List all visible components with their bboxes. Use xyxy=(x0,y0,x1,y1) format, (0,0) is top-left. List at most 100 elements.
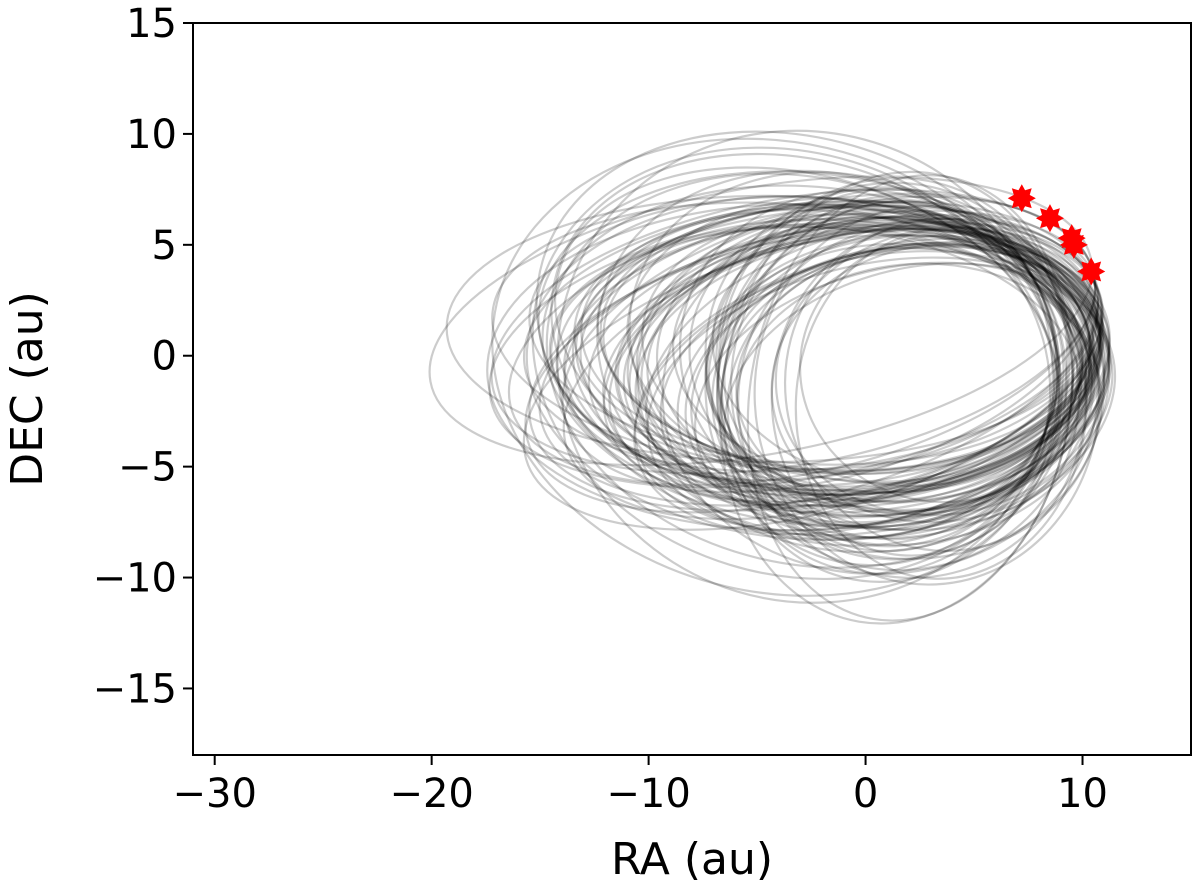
orbit-track xyxy=(723,262,1117,540)
orbit-track xyxy=(678,188,1065,531)
orbit-track xyxy=(774,226,1111,517)
orbit-track xyxy=(545,172,1061,569)
orbit-track xyxy=(599,205,1091,475)
orbit-track xyxy=(704,186,1075,531)
orbit-track xyxy=(616,225,1101,497)
y-tick-label: −10 xyxy=(93,556,177,602)
orbit-track xyxy=(550,152,1056,540)
orbit-track xyxy=(720,242,1107,514)
orbit-track xyxy=(626,197,1084,494)
orbit-track xyxy=(641,213,1082,494)
orbit-track xyxy=(690,237,1111,519)
orbit-track xyxy=(659,250,1110,527)
orbit-track xyxy=(626,220,1101,492)
orbit-track xyxy=(723,246,1094,516)
orbit-track xyxy=(528,227,1104,512)
orbit-track xyxy=(717,198,1075,561)
orbit-track xyxy=(628,227,1103,500)
orbit-track xyxy=(746,174,1074,622)
orbit-track xyxy=(636,203,1096,554)
orbit-track xyxy=(735,262,1101,532)
y-tick-label: −5 xyxy=(118,445,177,491)
y-tick-label: 5 xyxy=(152,223,177,269)
orbit-track xyxy=(753,204,1101,586)
observation-marker xyxy=(1007,184,1036,213)
orbit-track xyxy=(562,220,1104,521)
orbit-tracks xyxy=(428,129,1117,625)
orbit-track xyxy=(587,224,1102,497)
x-axis: −30 −20 −10 0 10 xyxy=(172,755,1108,817)
orbit-track xyxy=(602,233,1104,508)
orbit-track xyxy=(635,212,1091,528)
x-tick-label: −20 xyxy=(389,771,473,817)
orbit-track xyxy=(694,261,1114,539)
orbit-track xyxy=(707,234,1101,504)
orbit-track xyxy=(711,216,1084,488)
orbit-track xyxy=(525,194,1088,541)
x-axis-title: RA (au) xyxy=(611,834,773,885)
orbit-track xyxy=(608,227,1105,507)
orbit-track xyxy=(735,242,1106,513)
x-tick-label: 0 xyxy=(853,771,878,817)
y-tick-label: 15 xyxy=(126,1,177,47)
orbit-track xyxy=(737,224,1087,580)
plot-frame xyxy=(192,22,1192,756)
orbit-track xyxy=(798,234,1088,504)
orbit-track xyxy=(705,242,1094,512)
orbit-track xyxy=(580,203,1092,473)
orbit-track xyxy=(794,228,1088,580)
orbit-track xyxy=(571,225,1083,517)
orbit-track xyxy=(770,223,1068,557)
orbit-track xyxy=(661,211,1099,576)
orbit-track xyxy=(720,200,1061,583)
orbit-track xyxy=(684,245,1111,524)
orbit-track xyxy=(548,223,1091,493)
observation-points xyxy=(1007,184,1106,286)
orbit-track xyxy=(537,170,1085,508)
orbit-track xyxy=(491,137,1063,597)
orbit-track xyxy=(491,201,1088,474)
orbit-track xyxy=(726,247,1103,560)
orbit-track xyxy=(634,243,1111,532)
y-tick-label: 10 xyxy=(126,112,177,158)
orbit-track xyxy=(574,200,1098,471)
orbit-track xyxy=(676,244,1111,530)
orbit-track xyxy=(622,229,1102,502)
orbit-track xyxy=(716,194,1059,575)
x-tick-label: −10 xyxy=(606,771,690,817)
orbit-track xyxy=(646,256,1112,537)
x-tick-label: −30 xyxy=(172,771,256,817)
orbit-track xyxy=(628,171,1060,529)
orbit-track xyxy=(531,146,1052,581)
orbit-track xyxy=(602,202,1094,472)
y-axis-title: DEC (au) xyxy=(2,291,53,487)
orbit-track xyxy=(538,221,1103,507)
y-tick-label: 0 xyxy=(152,334,177,380)
orbit-track xyxy=(633,240,1111,536)
orbit-track xyxy=(719,170,1074,625)
orbit-track xyxy=(556,129,1054,604)
orbit-track xyxy=(634,228,1105,504)
orbit-track xyxy=(646,215,1102,488)
orbit-track xyxy=(445,194,1095,464)
orbit-track xyxy=(783,217,1106,552)
orbit-track xyxy=(645,217,1105,510)
orbit-track xyxy=(522,200,1099,473)
orbit-track xyxy=(596,208,1081,483)
orbit-track xyxy=(596,169,1061,547)
orbit-track xyxy=(655,208,1096,503)
orbit-track xyxy=(704,188,1057,567)
orbit-track xyxy=(541,184,1084,528)
observation-marker xyxy=(1077,257,1106,286)
orbit-track xyxy=(704,233,1099,503)
orbit-track xyxy=(729,200,1058,553)
orbit-track xyxy=(554,166,1059,518)
orbit-track xyxy=(711,227,1111,547)
y-axis: 15 10 5 0 −5 −10 −15 xyxy=(93,1,193,712)
orbit-track xyxy=(550,226,1091,496)
y-tick-label: −15 xyxy=(93,666,177,712)
orbit-track xyxy=(688,205,1079,518)
orbit-track xyxy=(614,218,1102,492)
